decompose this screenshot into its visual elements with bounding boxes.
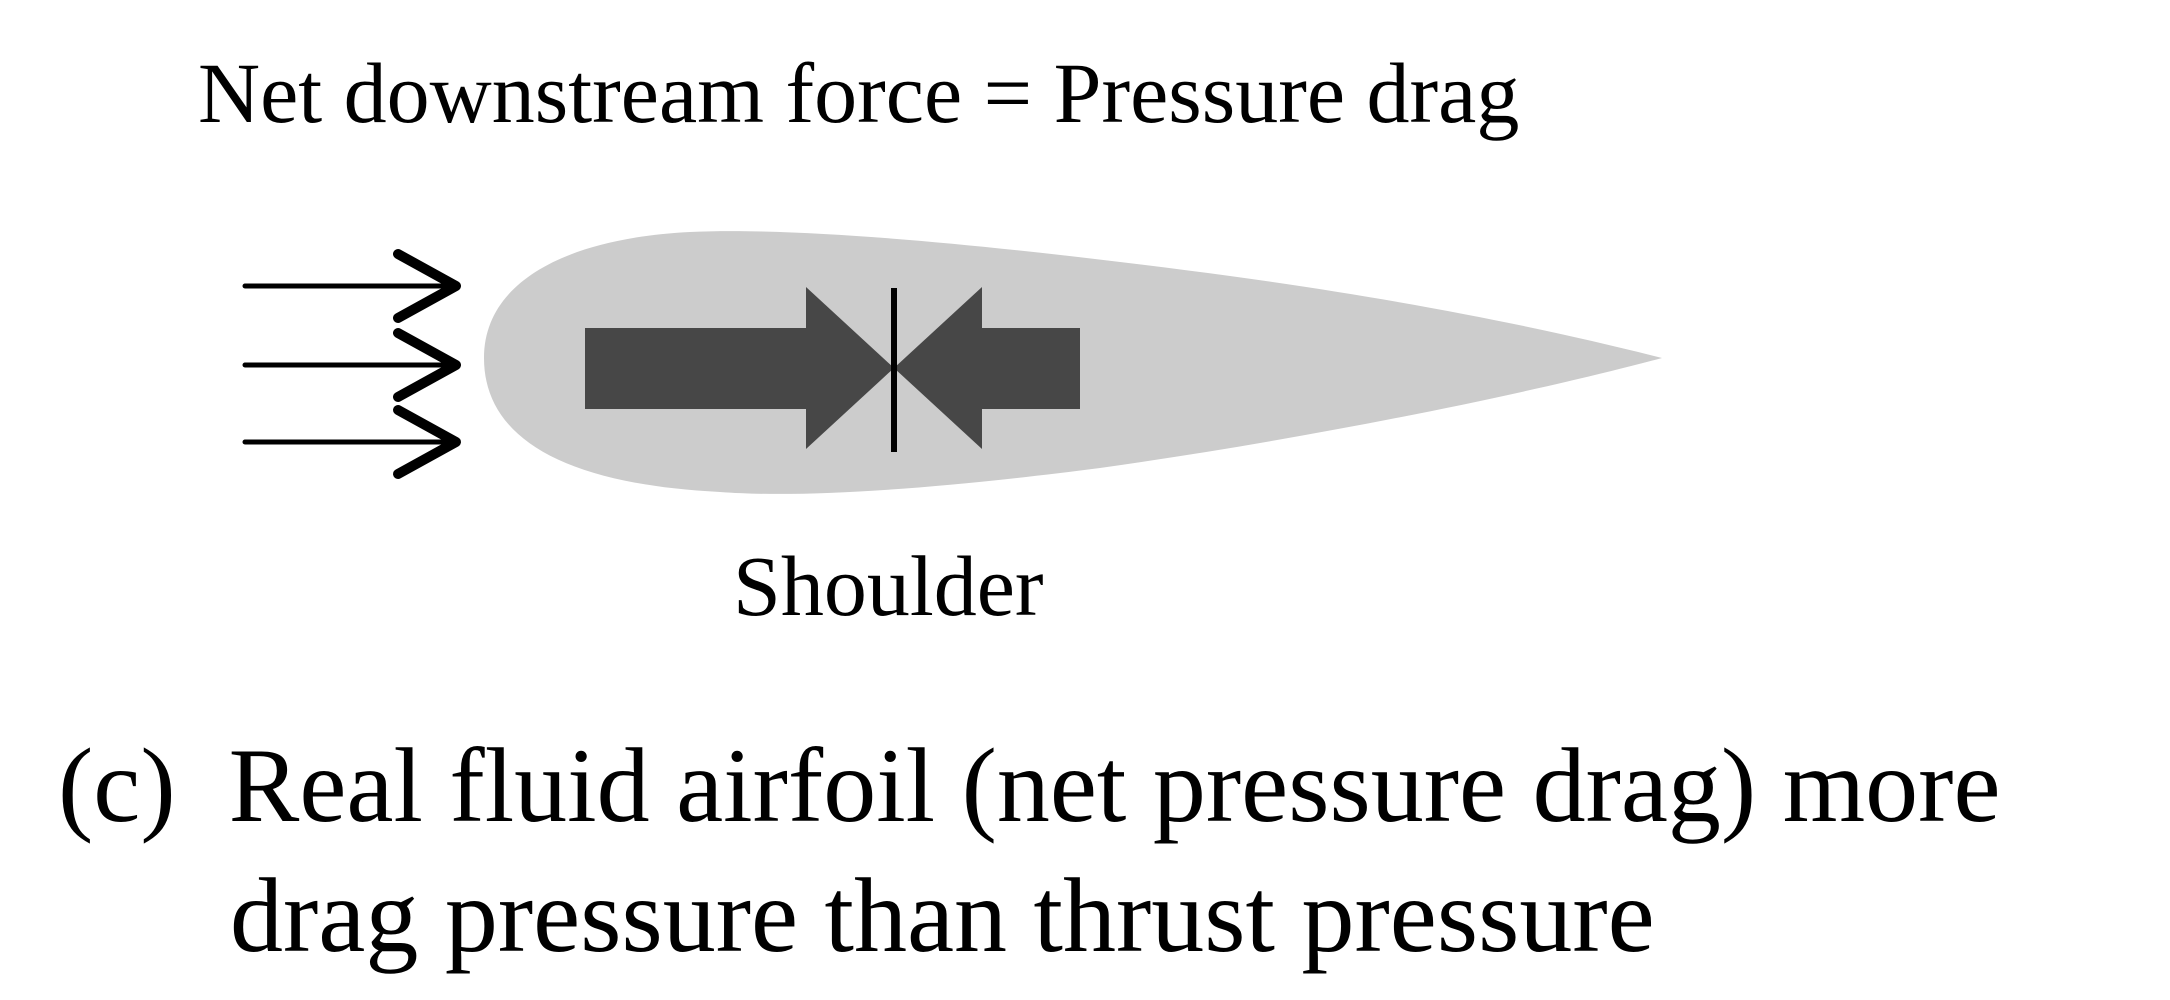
flow-arrow-bottom	[242, 405, 461, 479]
drag-pressure-arrow	[585, 287, 894, 449]
flow-arrows	[242, 249, 461, 479]
caption-line-2: drag pressure than thrust pressure	[230, 857, 1655, 974]
shoulder-label: Shoulder	[733, 538, 1044, 634]
flow-arrow-top	[242, 249, 461, 323]
thrust-pressure-arrow	[894, 287, 1080, 449]
flow-arrow-middle	[242, 328, 461, 402]
caption-line-1: (c) Real fluid airfoil (net pressure dra…	[58, 727, 2001, 844]
diagram-title: Net downstream force = Pressure drag	[198, 45, 1519, 141]
